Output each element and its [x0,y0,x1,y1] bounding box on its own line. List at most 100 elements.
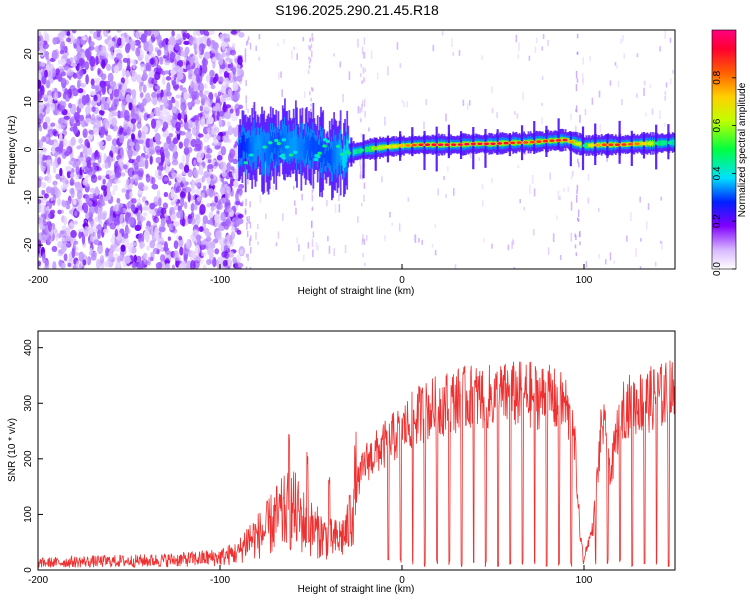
heatmap-speckle [136,211,141,223]
heatmap-speckle [176,173,183,183]
heatmap-speckle [51,145,56,155]
heatmap-ridge-core [277,132,280,151]
heatmap-streak [363,37,366,45]
heatmap-speckle [643,80,646,86]
heatmap-speckle [196,214,201,225]
heatmap-ridge-peak [510,141,516,145]
heatmap-speckle [281,213,284,221]
heatmap-speckle [115,215,121,227]
heatmap-ridge-core [326,147,329,162]
heatmap-speckle [198,226,204,233]
heatmap-speckle [130,118,137,124]
heatmap-speckle [138,81,143,93]
heatmap-speckle [622,34,624,42]
heatmap-speckle [172,137,179,145]
heatmap-speckle [58,117,65,126]
heatmap-speckle [369,268,372,269]
heatmap-ridge-peak [457,143,463,146]
heatmap-speckle [643,87,645,97]
heatmap-speckle [210,174,214,180]
heatmap-ridge-blob [262,145,267,149]
heatmap-streak [312,231,315,239]
heatmap-speckle [191,99,196,107]
heatmap-speckle [232,66,237,76]
heatmap-ridge-core [339,140,342,166]
heatmap-speckle [121,188,127,193]
colorbar-gradient [712,30,736,269]
heatmap-speckle [93,94,98,102]
heatmap-speckle [91,165,98,174]
heatmap-speckle [190,56,194,66]
heatmap-speckle [70,136,76,146]
heatmap-speckle [333,248,336,257]
heatmap-speckle [170,201,176,206]
heatmap-speckle [70,230,77,238]
heatmap-ridge-core [270,136,273,153]
heatmap-streak [359,174,362,180]
heatmap-speckle [164,47,169,57]
heatmap-speckle [165,156,171,166]
heatmap-speckle [206,37,211,47]
heatmap-streak [360,63,362,68]
heatmap-speckle [121,101,126,110]
heatmap-speckle [163,247,170,252]
heatmap-speckle [344,244,347,254]
heatmap-speckle [220,211,226,222]
heatmap-speckle [220,84,226,94]
heatmap-ridge-core [659,140,662,146]
heatmap-speckle [183,91,190,100]
colorbar-tick-label: 0.8 [712,70,723,84]
heatmap-speckle [368,127,370,132]
snr-panel: -200 -100 0 100 0 100 200 300 400 Height of stra… [7,330,676,595]
heatmap-speckle [179,131,186,136]
colorbar-tick-label: 0.0 [712,262,723,276]
heatmap-streak [311,190,314,194]
heatmap-streak [310,103,312,107]
heatmap-speckle [212,61,216,69]
heatmap-speckle [130,89,137,96]
heatmap-streak [247,180,249,185]
heatmap-speckle [421,239,424,245]
heatmap-speckle [172,113,178,121]
heatmap-speckle [150,256,154,262]
snr-axes: -200 -100 0 100 0 100 200 300 400 [23,339,593,586]
heatmap-speckle [160,217,166,227]
heatmap-speckle [75,164,80,175]
heatmap-speckle [40,181,47,189]
heatmap-speckle [187,213,193,220]
heatmap-ridge-spike [655,124,658,170]
heatmap-speckle [227,88,233,98]
heatmap-speckle [127,167,135,178]
heatmap-streak [249,201,251,208]
heatmap-ridge-core [334,144,337,166]
heatmap-speckle [71,247,76,259]
heatmap-speckle [649,84,652,89]
heatmap-speckle [57,157,62,165]
heatmap-speckle [60,58,66,67]
heatmap-speckle [69,209,73,215]
heatmap-speckle [152,97,158,106]
heatmap-speckle [139,91,144,98]
heatmap-speckle [154,145,161,153]
heatmap-streak [245,198,247,206]
heatmap-speckle [214,213,220,223]
heatmap-speckle [171,79,176,87]
heatmap-speckle [275,242,278,247]
heatmap-ridge-spike [630,130,633,166]
heatmap-speckle [214,248,220,255]
heatmap-speckle [232,158,238,165]
heatmap-speckle [125,70,130,78]
heatmap-speckle [129,41,137,46]
heatmap-speckle [75,119,81,127]
heatmap-speckle [103,102,110,111]
heatmap-ridge-blob [359,148,365,152]
heatmap-speckle [645,112,647,117]
heatmap-speckle [158,169,162,177]
heatmap-speckle [559,255,562,260]
heatmap-speckle [582,57,585,65]
heatmap-streak [576,51,579,55]
heatmap-speckle [216,110,220,121]
heatmap-speckle [107,216,113,223]
heatmap-speckle [155,262,163,269]
heatmap-speckle [103,30,109,37]
